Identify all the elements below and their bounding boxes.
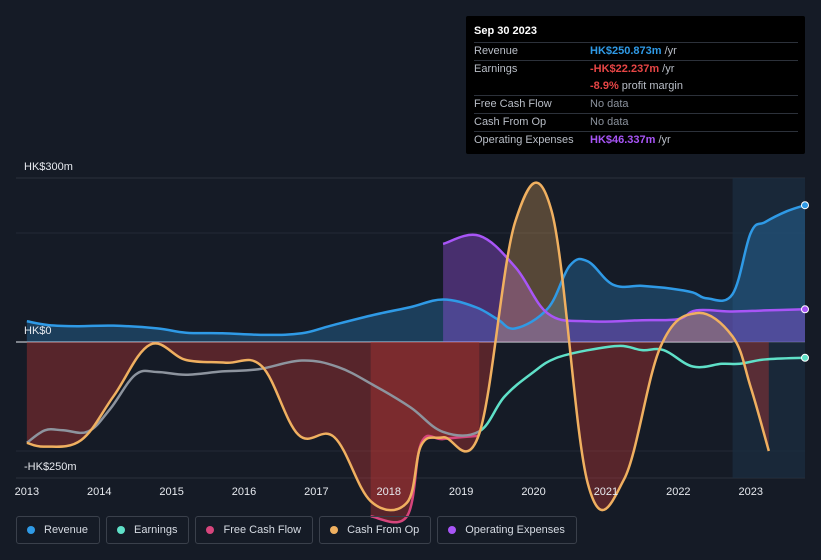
- legend-item-cash-from-op[interactable]: Cash From Op: [319, 516, 432, 544]
- legend-item-free-cash-flow[interactable]: Free Cash Flow: [195, 516, 314, 544]
- tooltip-row-value: No data: [590, 98, 629, 110]
- legend-label: Earnings: [134, 524, 178, 536]
- y-axis-zero-label: HK$0: [24, 325, 52, 337]
- legend-label: Operating Expenses: [465, 524, 565, 536]
- revenue-area-positive: [26, 205, 806, 342]
- x-tick-2013: 2013: [15, 486, 39, 498]
- cash_from_op-line: [26, 181, 771, 512]
- x-tick-2023: 2023: [738, 486, 762, 498]
- highlight-rect: [732, 178, 805, 478]
- tooltip-rows: Revenue HK$250.873m /yr Earnings -HK$22.237…: [474, 42, 798, 149]
- tooltip-row-label: Revenue: [474, 45, 519, 57]
- legend-item-operating-expenses[interactable]: Operating Expenses: [437, 516, 577, 544]
- series-fills: [26, 182, 806, 523]
- earnings-line: [479, 344, 806, 433]
- x-axis-ticks: 2013 2014 2015 2016 2017 2018 2019 2020 2021 2022…: [15, 486, 763, 498]
- x-tick-2020: 2020: [521, 486, 545, 498]
- x-tick-2022: 2022: [666, 486, 690, 498]
- tooltip-row-value: -8.9% profit margin: [590, 80, 683, 92]
- y-axis-top-label: HK$300m: [24, 161, 73, 173]
- x-tick-2019: 2019: [449, 486, 473, 498]
- tooltip-row-label: Earnings: [474, 63, 518, 75]
- tooltip-date: Sep 30 2023: [474, 25, 537, 37]
- legend-dot-icon: [27, 526, 35, 534]
- cash_from_op-area-positive: [26, 182, 769, 342]
- earnings-line-past: [26, 359, 480, 444]
- forecast-highlight: [732, 178, 805, 478]
- x-tick-2017: 2017: [304, 486, 328, 498]
- x-tick-2018: 2018: [377, 486, 401, 498]
- chart-legend: Revenue Earnings Free Cash Flow Cash From O…: [16, 516, 577, 546]
- y-axis-bottom-label: -HK$250m: [24, 461, 77, 473]
- legend-dot-icon: [206, 526, 215, 534]
- earnings-endpoint: [801, 353, 809, 362]
- data-tooltip: Sep 30 2023 Revenue HK$250.873m /yr Earnin…: [466, 16, 805, 154]
- tooltip-row-value: HK$250.873m /yr: [590, 45, 677, 57]
- tooltip-row-label: Free Cash Flow: [474, 98, 552, 110]
- legend-item-earnings[interactable]: Earnings: [106, 516, 190, 544]
- tooltip-row-label: [474, 78, 590, 95]
- series-endpoints: [801, 201, 809, 362]
- free_cash_flow-area-negative: [370, 342, 480, 523]
- operating_expenses-area-positive: [443, 234, 805, 342]
- tooltip-row-label: Operating Expenses: [474, 134, 574, 146]
- tooltip-row: Cash From Op No data: [474, 113, 798, 131]
- cash_from_op-area-negative: [26, 342, 769, 511]
- tooltip-row: Revenue HK$250.873m /yr: [474, 42, 798, 60]
- x-tick-2014: 2014: [87, 486, 111, 498]
- tooltip-row: Operating Expenses HK$46.337m /yr: [474, 131, 798, 149]
- legend-dot-icon: [448, 526, 457, 534]
- x-tick-2021: 2021: [594, 486, 618, 498]
- legend-dot-icon: [117, 526, 126, 534]
- tooltip-row-label: Cash From Op: [474, 116, 547, 128]
- tooltip-row: Earnings -HK$22.237m /yr: [474, 60, 798, 78]
- legend-label: Cash From Op: [347, 524, 420, 536]
- legend-item-revenue[interactable]: Revenue: [16, 516, 101, 544]
- tooltip-row: -8.9% profit margin: [474, 78, 798, 95]
- legend-dot-icon: [330, 526, 339, 534]
- grid-lines: [16, 177, 805, 479]
- tooltip-row: Free Cash Flow No data: [474, 95, 798, 113]
- tooltip-row-value: -HK$22.237m /yr: [590, 63, 675, 75]
- legend-label: Revenue: [44, 524, 89, 536]
- series-lines: [26, 181, 806, 524]
- x-tick-2016: 2016: [232, 486, 256, 498]
- operating_expenses-endpoint: [801, 305, 809, 314]
- tooltip-row-value: HK$46.337m /yr: [590, 134, 671, 146]
- tooltip-row-value: No data: [590, 116, 629, 128]
- x-tick-2015: 2015: [159, 486, 183, 498]
- revenue-endpoint: [801, 201, 809, 210]
- operating_expenses-line: [442, 233, 806, 323]
- legend-label: Free Cash Flow: [223, 524, 302, 536]
